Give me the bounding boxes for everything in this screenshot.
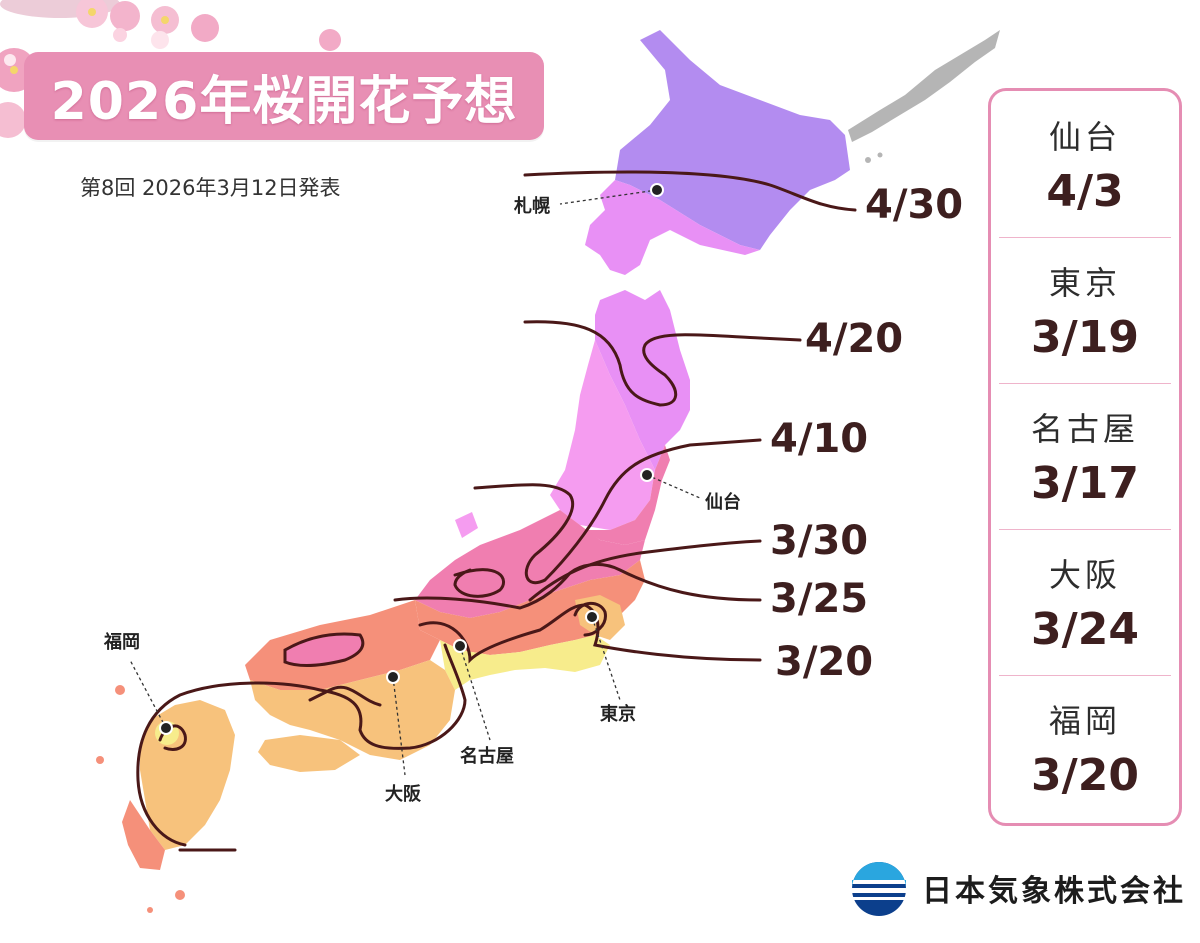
panel-row-nagoya: 名古屋 3/17: [999, 383, 1171, 529]
kyushu: [96, 685, 235, 913]
panel-date: 3/24: [1031, 603, 1139, 655]
panel-row-osaka: 大阪 3/24: [999, 529, 1171, 675]
city-nagoya: 名古屋: [453, 639, 514, 767]
hokkaido: [585, 30, 850, 275]
city-label-sapporo: 札幌: [513, 195, 550, 217]
panel-date: 4/3: [1046, 165, 1124, 217]
logo-mark: [852, 862, 906, 916]
panel-divider: [999, 237, 1171, 238]
isoline-0325: [393, 562, 762, 610]
city-forecast-panel: 仙台 4/3 東京 3/19 名古屋 3/17 大阪 3/24 福岡 3/20: [988, 88, 1182, 826]
city-osaka: 大阪: [385, 670, 422, 805]
city-label-tokyo: 東京: [600, 703, 636, 725]
isoline-label-0430: 4/30: [865, 182, 963, 228]
page-title: 2026年桜開花予想: [50, 71, 518, 132]
city-tokyo: 東京: [585, 610, 636, 725]
hokkaido-north: [615, 30, 850, 250]
isolines: [136, 170, 857, 852]
isoline-0410: [473, 438, 762, 585]
isoline-label-0410: 4/10: [770, 416, 868, 462]
panel-row-tokyo: 東京 3/19: [999, 237, 1171, 383]
hokkaido-south: [585, 180, 760, 275]
panel-city: 福岡: [1048, 701, 1121, 740]
isoline-0330: [453, 539, 762, 602]
city-label-sendai: 仙台: [705, 491, 741, 513]
panel-row-sendai: 仙台 4/3: [999, 91, 1171, 237]
isoline-shikoku: [308, 685, 382, 707]
isoline-label-0330: 3/30: [770, 518, 868, 564]
city-fukuoka: 福岡: [103, 631, 173, 735]
sado-island: [455, 512, 478, 538]
isoline-label-0420: 4/20: [805, 316, 903, 362]
company-logo: 日本気象株式会社: [850, 858, 1186, 918]
isoline-0320: [418, 603, 762, 664]
panel-city: 仙台: [1048, 117, 1121, 156]
panel-date: 3/19: [1031, 311, 1139, 363]
city-label-nagoya: 名古屋: [460, 745, 514, 767]
kinki-shikoku: [250, 660, 455, 772]
isoline-honshu-west-pink: [283, 632, 365, 667]
panel-divider: [999, 675, 1171, 676]
announcement-subtitle: 第8回 2026年3月12日発表: [80, 176, 341, 200]
isoline-tokyo: [573, 601, 607, 637]
panel-row-fukuoka: 福岡 3/20: [999, 675, 1171, 821]
panel-date: 3/17: [1031, 457, 1139, 509]
isoline-label-0325: 3/25: [770, 576, 868, 622]
isoline-labels: 4/30 4/20 4/10 3/30 3/25 3/20: [770, 182, 963, 685]
panel-city: 名古屋: [1030, 409, 1139, 448]
honshu-central: [245, 510, 645, 690]
isoline-label-0320: 3/20: [775, 639, 873, 685]
city-label-osaka: 大阪: [385, 783, 422, 805]
isoline-0430: [523, 170, 857, 212]
panel-divider: [999, 529, 1171, 530]
panel-divider: [999, 383, 1171, 384]
isoline-0420: [523, 320, 802, 407]
company-name: 日本気象株式会社: [922, 874, 1186, 909]
panel-date: 3/20: [1031, 749, 1139, 801]
panel-city: 大阪: [1048, 555, 1121, 594]
city-sendai: 仙台: [640, 468, 741, 513]
northern-islands: [848, 30, 1000, 163]
city-sapporo: 札幌: [513, 183, 664, 217]
city-markers: 札幌 仙台 東京 名古屋 大阪 福岡: [103, 183, 741, 805]
panel-city: 東京: [1048, 263, 1121, 302]
city-label-fukuoka: 福岡: [103, 631, 140, 653]
title-banner: 2026年桜開花予想: [24, 52, 544, 140]
